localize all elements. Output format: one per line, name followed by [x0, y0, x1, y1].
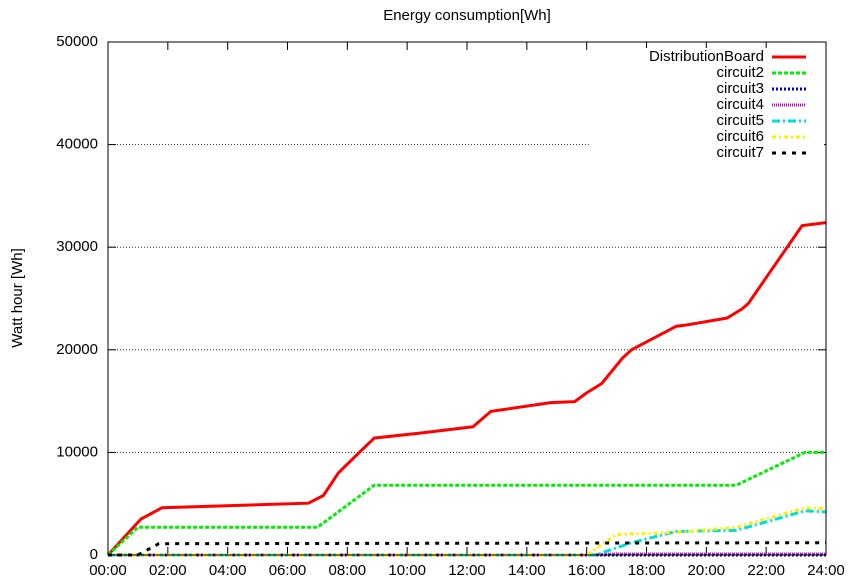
x-tick-label: 08:00 — [329, 562, 367, 579]
y-axis-label: Watt hour [Wh] — [9, 248, 26, 347]
x-tick-label: 10:00 — [388, 562, 426, 579]
legend-label: circuit5 — [716, 112, 764, 129]
y-tick-label: 0 — [90, 546, 98, 563]
x-tick-label: 24:00 — [807, 562, 845, 579]
x-tick-label: 02:00 — [149, 562, 187, 579]
plot-frame — [107, 41, 827, 556]
legend-label: circuit6 — [716, 128, 764, 145]
x-tick-label: 22:00 — [747, 562, 785, 579]
x-tick-label: 06:00 — [269, 562, 307, 579]
x-tick-label: 04:00 — [209, 562, 247, 579]
data-line — [108, 541, 827, 557]
x-tick-label: 16:00 — [568, 562, 606, 579]
legend-label: circuit3 — [716, 80, 764, 97]
y-tick-label: 30000 — [56, 238, 98, 255]
y-tick-label: 50000 — [56, 33, 98, 50]
x-tick-label: 12:00 — [448, 562, 486, 579]
y-tick-label: 40000 — [56, 136, 98, 153]
legend-label: circuit2 — [716, 64, 764, 81]
x-tick-label: 14:00 — [508, 562, 546, 579]
data-line — [106, 221, 827, 557]
legend-label: DistributionBoard — [649, 48, 764, 65]
data-line — [106, 450, 826, 557]
y-tick-label: 10000 — [56, 443, 98, 460]
x-tick-label: 00:00 — [89, 562, 127, 579]
legend-label: circuit7 — [716, 144, 764, 161]
legend-label: circuit4 — [716, 96, 764, 113]
y-tick-label: 20000 — [56, 341, 98, 358]
chart-title: Energy consumption[Wh] — [383, 7, 551, 24]
x-tick-label: 20:00 — [688, 562, 726, 579]
x-tick-label: 18:00 — [628, 562, 666, 579]
